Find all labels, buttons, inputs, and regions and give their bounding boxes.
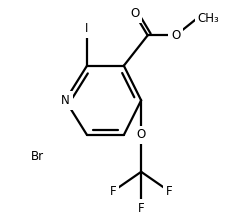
Text: I: I: [85, 22, 88, 35]
Text: CH₃: CH₃: [197, 12, 218, 24]
Text: F: F: [165, 185, 172, 198]
Text: F: F: [137, 202, 144, 215]
Text: F: F: [109, 185, 116, 198]
Text: Br: Br: [30, 150, 43, 163]
Text: O: O: [129, 7, 139, 20]
Text: N: N: [61, 94, 69, 107]
Text: O: O: [170, 29, 180, 42]
Text: O: O: [136, 128, 145, 141]
